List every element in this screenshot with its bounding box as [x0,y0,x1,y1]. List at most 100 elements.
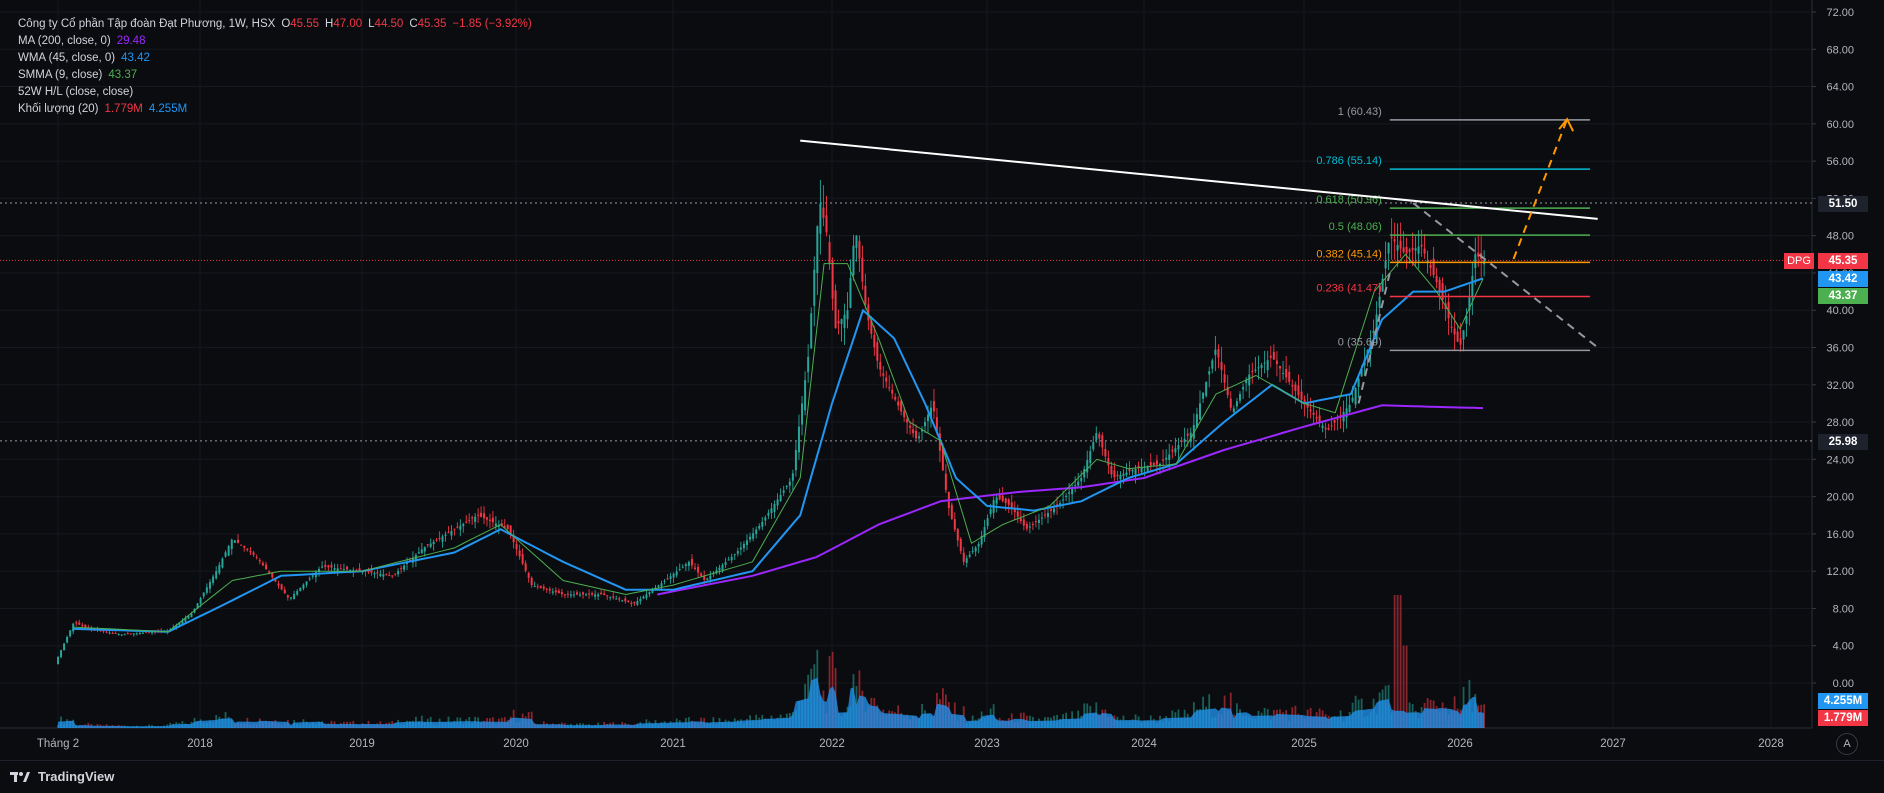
candle-body [572,594,575,596]
indicator-ma200[interactable]: MA (200, close, 0) 29.48 [18,33,532,50]
candle-body [912,429,915,434]
candle-body [1180,440,1183,443]
candle-body [906,419,909,423]
candle-body [444,534,447,536]
price-chart[interactable]: 72.0068.0064.0060.0056.0052.0048.0044.00… [0,0,1884,760]
y-tick-label: 36.00 [1826,343,1854,355]
candle-body [1092,442,1095,450]
footer-bar: TradingView [0,760,1884,793]
candle-body [1432,258,1435,276]
candle-body [1019,518,1022,522]
candle-body [208,581,211,589]
candle-body [932,401,935,412]
indicator-52w[interactable]: 52W H/L (close, close) [18,84,532,101]
indicator-volume[interactable]: Khối lượng (20) 1.779M 4.255M [18,101,532,118]
candle-body [432,541,435,545]
candle-body [299,587,302,592]
candle-body [785,486,788,488]
candle-body [1101,435,1104,448]
candle-body [500,523,503,527]
indicator-label: SMMA (9, close) [18,69,103,81]
chart-legend: Công ty Cổ phần Tập đoàn Đạt Phương, 1W,… [18,16,532,118]
series-line [73,277,1484,633]
indicator-wma45[interactable]: WMA (45, close, 0) 43.42 [18,50,532,67]
candle-body [627,600,630,603]
candle-body [406,562,409,565]
candle-body [397,570,400,575]
candle-body [459,525,462,530]
candle-body [447,532,450,534]
candle-body [663,580,666,582]
candle-body [1125,472,1128,475]
candle-body [840,319,843,324]
auto-scale-button[interactable]: A [1836,733,1858,755]
candle-body [1414,248,1417,251]
fib-level-label: 1 (60.43) [1338,106,1382,118]
candle-body [986,518,989,526]
candle-body [1254,369,1257,371]
fib-level-label: 0 (35.69) [1338,336,1382,348]
indicator-value: 29.48 [116,35,146,47]
candle-body [1465,315,1468,324]
candle-body [465,521,468,523]
candle-body [81,624,84,626]
candle-body [1429,264,1432,268]
candle-body [989,509,992,515]
candle-body [1223,374,1226,383]
candle-body [1034,521,1037,523]
candle-body [1195,414,1198,428]
candle-body [379,573,382,576]
x-tick-label: 2023 [974,738,1000,750]
candle-body [995,497,998,504]
candle-body [834,290,837,329]
candle-body [1086,460,1089,473]
candle-body [1426,260,1429,262]
candle-body [1140,467,1143,473]
candle-body [819,203,822,234]
indicator-label: Khối lượng (20) [18,103,99,115]
projection-arrow [1512,118,1569,260]
candle-body [858,240,861,259]
candle-body [843,314,846,329]
tradingview-logo[interactable]: TradingView [10,769,114,784]
candle-body [724,562,727,565]
candle-body [739,547,742,550]
candle-body [563,594,566,596]
candle-body [1217,349,1220,358]
candle-body [286,595,289,598]
candle-body [108,632,111,634]
candle-body [675,571,678,576]
candle-body [1375,314,1378,340]
candle-body [1330,425,1333,427]
candle-body [218,564,221,574]
symbol-title[interactable]: Công ty Cổ phần Tập đoàn Đạt Phương, 1W,… [18,18,276,30]
candle-body [105,631,108,633]
candle-body [1351,397,1354,402]
candle-body [591,593,594,595]
candle-body [123,634,126,636]
candle-body [494,523,497,527]
candle-body [551,591,554,593]
ticker-badge: DPG [1784,253,1814,269]
y-tick-label: 20.00 [1826,492,1854,504]
indicator-smma9[interactable]: SMMA (9, close) 43.37 [18,67,532,84]
candle-body [758,526,761,529]
candle-body [1137,465,1140,469]
candle-body [1324,427,1327,430]
candle-body [548,588,551,591]
candle-body [764,517,767,521]
candle-body [187,615,190,619]
candle-body [1423,248,1426,254]
candle-body [606,595,609,597]
candle-body [1309,409,1312,412]
candle-body [1113,470,1116,478]
candle-body [530,577,533,586]
candle-body [468,519,471,521]
candle-body [870,320,873,334]
candle-body [308,578,311,580]
candle-body [296,590,299,595]
candle-body [480,512,483,517]
candle-body [603,593,606,596]
resistance-trendline [800,139,1598,220]
candle-body [657,585,660,587]
